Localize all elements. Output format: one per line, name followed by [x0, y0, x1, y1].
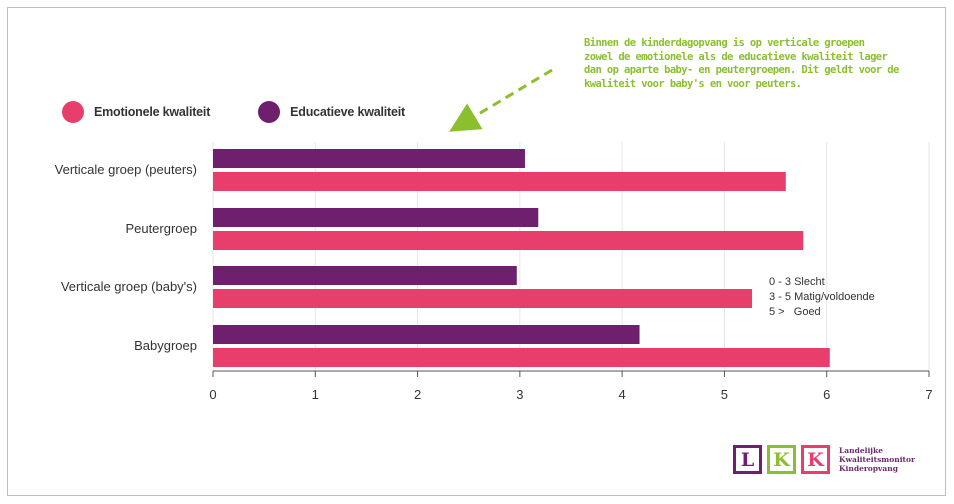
scale-line: 0 - 3 Slecht [769, 276, 825, 288]
category-label: Verticale groep (peuters) [55, 162, 197, 177]
scale-legend: 0 - 3 Slecht 3 - 5 Matig/voldoende 5 > G… [769, 275, 875, 320]
bar-educational [213, 149, 525, 168]
annotation-line: Binnen de kinderdagopvang is op vertical… [584, 37, 865, 49]
bars [213, 149, 830, 367]
logo-text-line: Landelijke [839, 446, 883, 455]
logo-wordmark: Landelijke Kwaliteitsmonitor Kinderopvan… [839, 446, 915, 473]
bar-emotional [213, 348, 830, 367]
x-tick-label: 3 [516, 387, 523, 402]
logo-text-line: Kwaliteitsmonitor [839, 455, 915, 464]
scale-line: 5 > Goed [769, 306, 821, 318]
legend-item-educational: Educatieve kwaliteit [258, 101, 405, 123]
scale-line: 3 - 5 Matig/voldoende [769, 291, 875, 303]
x-tick-label: 1 [312, 387, 319, 402]
category-label: Babygroep [134, 338, 197, 353]
annotation-text: Binnen de kinderdagopvang is op vertical… [584, 37, 919, 91]
bar-educational [213, 266, 517, 285]
legend-label-emotional: Emotionele kwaliteit [94, 105, 211, 119]
bar-emotional [213, 172, 786, 191]
legend: Emotionele kwaliteit Educatieve kwalitei… [62, 101, 453, 123]
logo-text-line: Kinderopvang [839, 464, 898, 473]
logo-letter-l: L [733, 445, 762, 474]
annotation-line: dan op aparte baby- en peutergroepen. Di… [584, 64, 899, 76]
legend-swatch-educational [258, 101, 281, 123]
annotation-line: kwaliteit voor baby's en voor peuters. [584, 77, 802, 90]
x-tick-label: 6 [823, 387, 830, 402]
lkk-logo: L K K Landelijke Kwaliteitsmonitor Kinde… [733, 445, 915, 474]
bar-educational [213, 208, 539, 227]
chart-frame [7, 7, 946, 496]
category-label: Peutergroep [125, 221, 197, 236]
bar-emotional [213, 231, 804, 250]
legend-item-emotional: Emotionele kwaliteit [62, 101, 210, 123]
logo-letter-k2: K [801, 445, 830, 474]
bar-emotional [213, 289, 753, 308]
logo-letter-k1: K [767, 445, 796, 474]
annotation-line: zowel de emotionele als de educatieve kw… [584, 50, 888, 63]
legend-swatch-emotional [62, 101, 84, 123]
annotation-arrow [449, 68, 553, 132]
legend-label-educational: Educatieve kwaliteit [290, 105, 405, 119]
x-tick-label: 2 [414, 387, 421, 402]
category-labels: Verticale groep (peuters) Peutergroep Vert… [55, 162, 197, 353]
x-axis: 0 1 2 3 4 5 6 7 [209, 370, 933, 402]
x-tick-label: 5 [721, 387, 728, 402]
bar-educational [213, 325, 640, 344]
x-tick-label: 7 [925, 387, 932, 402]
category-label: Verticale groep (baby's) [61, 279, 197, 294]
x-tick-label: 4 [619, 387, 626, 402]
x-tick-label: 0 [209, 387, 216, 402]
